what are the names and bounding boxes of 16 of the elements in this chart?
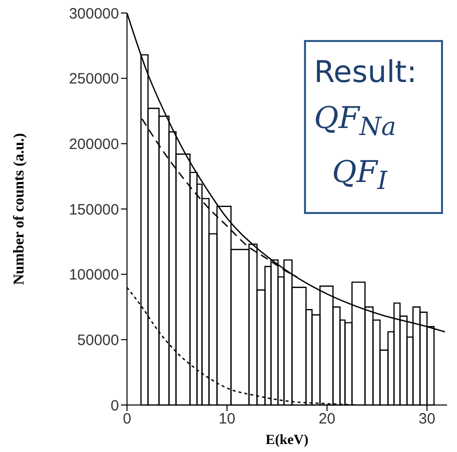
y-axis-title: Number of counts (a.u.) bbox=[11, 133, 28, 285]
y-tick-label: 200000 bbox=[68, 136, 119, 153]
annotation: QF$_{Na}$ bbox=[314, 100, 398, 143]
annotation: QF$_{I}$ bbox=[331, 154, 388, 197]
y-tick-label: 0 bbox=[110, 397, 119, 414]
x-tick-label: 30 bbox=[418, 410, 436, 428]
x-axis-title: E(keV) bbox=[266, 433, 309, 448]
y-tick-label: 50000 bbox=[77, 332, 119, 349]
y-tick-label: 300000 bbox=[68, 5, 119, 22]
y-tick-label: 250000 bbox=[68, 70, 119, 88]
y-tick-label: 100000 bbox=[68, 266, 119, 284]
x-tick-label: 10 bbox=[218, 410, 236, 428]
x-tick-label: 0 bbox=[122, 410, 132, 428]
x-tick-label: 20 bbox=[318, 410, 336, 428]
annotation: Result: bbox=[314, 54, 418, 92]
y-tick-label: 150000 bbox=[68, 201, 119, 218]
